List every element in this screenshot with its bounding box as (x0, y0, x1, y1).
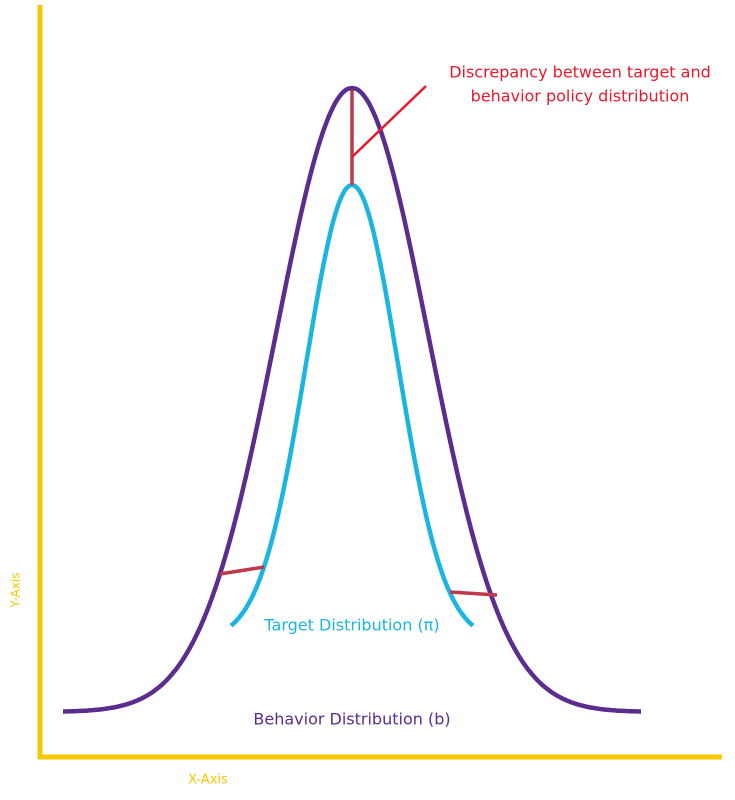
annotation-text: behavior policy distribution (471, 87, 690, 106)
behavior-curve (63, 85, 641, 714)
x-axis-label: X-Axis (188, 773, 228, 788)
discrepancy-line (219, 565, 265, 576)
annotation-pointer (351, 85, 427, 158)
discrepancy-line (449, 590, 498, 597)
target-curve (229, 182, 475, 628)
behavior-label: Behavior Distribution (b) (253, 710, 450, 729)
annotation-text: Discrepancy between target and (449, 63, 711, 82)
y-axis-label: Y-Axis (9, 573, 23, 609)
target-label: Target Distribution (π) (263, 616, 439, 635)
